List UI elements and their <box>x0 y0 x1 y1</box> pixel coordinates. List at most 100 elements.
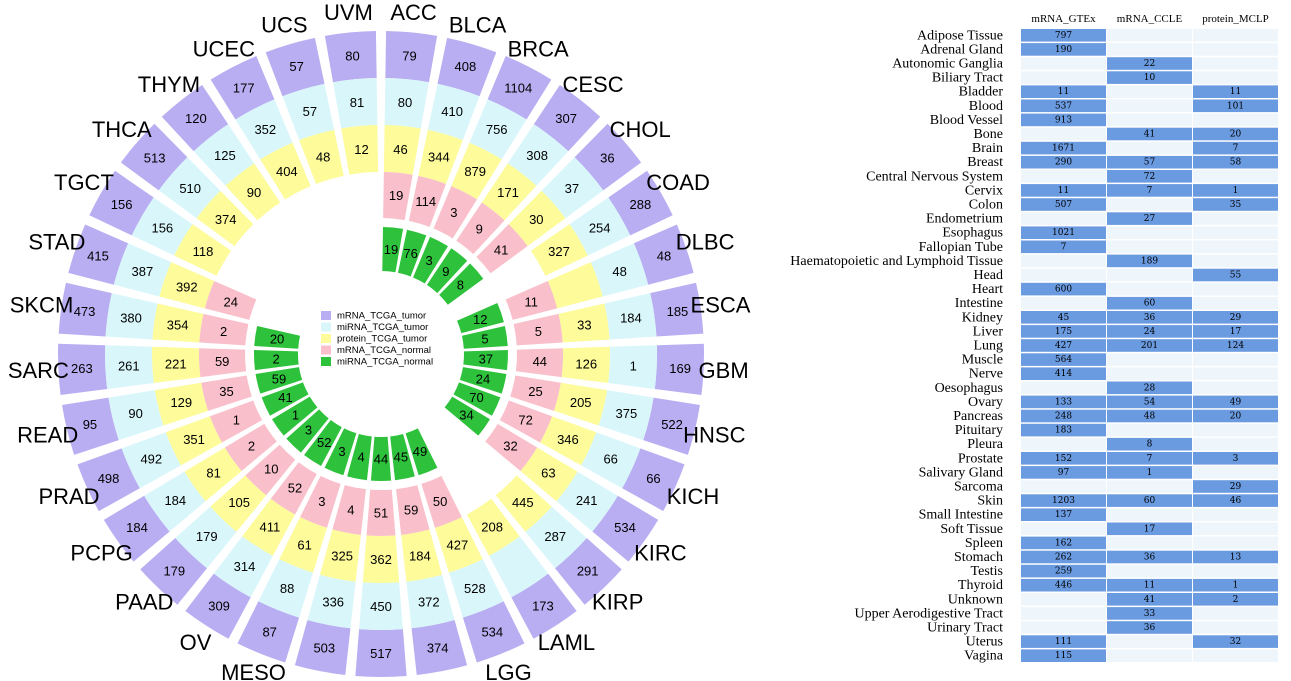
ring-segment-miRNA_TCGA_normal-CHOL <box>439 263 484 305</box>
heatmap-cell <box>1107 353 1192 366</box>
ring-value-label: 48 <box>316 149 330 164</box>
heatmap-cell <box>1021 395 1106 409</box>
ring-segment-miRNA_TCGA_tumor-UCEC <box>235 99 293 160</box>
heatmap-cell-value: 28 <box>1144 383 1156 393</box>
ring-segment-miRNA_TCGA_normal-LUSC <box>347 434 372 481</box>
heatmap-cell <box>1021 409 1106 423</box>
ring-segment-mRNA_TCGA_normal-ACC <box>383 172 413 221</box>
ring-segment-mRNA_TCGA_tumor-UVM <box>324 31 377 83</box>
category-label-SARC: SARC <box>8 358 69 383</box>
heatmap-cell <box>1193 85 1278 98</box>
table-row: Ovary 133 54 49 <box>968 395 1278 410</box>
table-row: Adrenal Gland 190 <box>920 42 1278 57</box>
ring-segment-mRNA_TCGA_normal-KICH <box>499 400 553 443</box>
ring-value-label: 205 <box>570 395 592 410</box>
ring-segment-miRNA_TCGA_normal-CESC <box>426 248 468 294</box>
heatmap-cell <box>1193 99 1278 113</box>
row-label: Pancreas <box>953 409 1003 424</box>
heatmap-cell <box>1193 621 1278 634</box>
ring-value-label: 41 <box>278 390 292 405</box>
ring-miRNA_TCGA_tumor: 8041075630837254481841375662412875283724… <box>105 78 657 631</box>
heatmap-cell-value: 11 <box>1058 87 1069 97</box>
ring-value-label: 254 <box>589 220 611 235</box>
ring-segment-miRNA_TCGA_normal-ACC <box>382 227 404 273</box>
table-row: Pancreas 248 48 20 <box>953 409 1278 424</box>
heatmap-cell <box>1193 409 1278 423</box>
ring-value-label: 2 <box>248 439 255 454</box>
heatmap-cell <box>1193 395 1278 409</box>
column-header-mRNA_CCLE: mRNA_CCLE <box>1117 13 1183 25</box>
table-row: Kidney 45 36 29 <box>962 310 1278 325</box>
table-row: Bone 41 20 <box>973 127 1278 142</box>
column-header-mRNA_GTEx: mRNA_GTEx <box>1031 13 1096 25</box>
heatmap-cell <box>1021 85 1106 98</box>
table-row: Urinary Tract 36 <box>927 621 1278 636</box>
ring-segment-mRNA_TCGA_tumor-MESO <box>237 601 300 663</box>
ring-value-label: 374 <box>427 641 449 656</box>
ring-value-label: 45 <box>394 450 408 465</box>
ring-value-label: 37 <box>479 352 493 367</box>
row-label: Brain <box>972 141 1003 156</box>
table-row: Breast 290 57 58 <box>967 155 1278 170</box>
ring-value-label: 408 <box>455 59 477 74</box>
heatmap-cell <box>1021 155 1106 169</box>
ring-value-label: 44 <box>533 354 547 369</box>
heatmap-cell-value: 29 <box>1230 313 1242 323</box>
heatmap-cell <box>1107 564 1192 578</box>
category-label-KIRC: KIRC <box>634 540 687 565</box>
ring-segment-mRNA_TCGA_tumor-STAD <box>68 224 129 285</box>
ring-segment-miRNA_TCGA_normal-DLBC <box>457 303 504 334</box>
heatmap-cell <box>1107 29 1192 42</box>
heatmap-cell <box>1021 198 1106 211</box>
heatmap-cell <box>1193 550 1278 564</box>
heatmap-cell <box>1107 212 1192 225</box>
ring-value-label: 534 <box>481 625 503 640</box>
ring-value-label: 263 <box>71 361 93 376</box>
heatmap-cell <box>1193 353 1278 366</box>
heatmap-cell-value: 111 <box>1055 637 1072 647</box>
ring-value-label: 411 <box>260 519 281 534</box>
table-row: Cervix 11 7 1 <box>965 183 1278 198</box>
category-label-PRAD: PRAD <box>38 484 99 509</box>
ring-segment-mRNA_TCGA_normal-STAD <box>204 281 257 320</box>
legend-label-mRNA_TCGA_tumor: mRNA_TCGA_tumor <box>337 311 426 322</box>
row-label: Muscle <box>962 353 1003 368</box>
table-row: Upper Aerodigestive Tract 33 <box>854 606 1278 621</box>
ring-segment-miRNA_TCGA_tumor-SARC <box>105 345 154 389</box>
heatmap-cell <box>1021 282 1106 296</box>
ring-segment-protein_TCGA_tumor-LAML <box>466 498 520 556</box>
heatmap-cell-value: 48 <box>1144 412 1156 422</box>
row-label: Breast <box>967 155 1003 170</box>
ring-value-label: 325 <box>331 548 353 563</box>
ring-segment-mRNA_TCGA_tumor-OV <box>185 573 251 639</box>
ring-segment-mRNA_TCGA_normal-PCPG <box>224 423 277 472</box>
ring-segment-miRNA_TCGA_tumor-LGG <box>448 559 504 618</box>
ring-segment-mRNA_TCGA_normal-LIHC <box>396 485 430 535</box>
ring-segment-mRNA_TCGA_normal-HNSC <box>510 375 561 411</box>
row-label: Central Nervous System <box>866 169 1003 184</box>
ring-segment-mRNA_TCGA_normal-DLBC <box>505 281 558 320</box>
category-label-THYM: THYM <box>138 72 200 97</box>
heatmap-cell-value: 201 <box>1141 341 1158 351</box>
category-label-LUSC: LUSC <box>287 678 346 681</box>
heatmap-cell <box>1193 141 1278 155</box>
heatmap-cell <box>1107 325 1192 338</box>
ring-value-label: 498 <box>98 471 120 486</box>
heatmap-cell-value: 1203 <box>1052 496 1075 506</box>
category-label-DLBC: DLBC <box>676 229 735 254</box>
heatmap-cell-value: 7 <box>1061 242 1067 252</box>
heatmap-cell <box>1193 578 1278 592</box>
heatmap-cell <box>1021 325 1106 338</box>
row-label: Spleen <box>965 536 1003 551</box>
ring-segment-mRNA_TCGA_tumor-DLBC <box>633 224 694 285</box>
ring-value-label: 81 <box>206 466 220 481</box>
ring-value-label: 392 <box>176 279 198 294</box>
heatmap-cell-value: 54 <box>1144 397 1156 407</box>
legend-label-miRNA_TCGA_normal: miRNA_TCGA_normal <box>337 357 433 368</box>
table-row: Brain 1671 7 <box>972 141 1278 156</box>
heatmap-cell <box>1021 649 1106 662</box>
heatmap-cell-value: 7 <box>1233 144 1239 154</box>
category-label-THCA: THCA <box>92 117 152 142</box>
heatmap-cell <box>1021 550 1106 564</box>
